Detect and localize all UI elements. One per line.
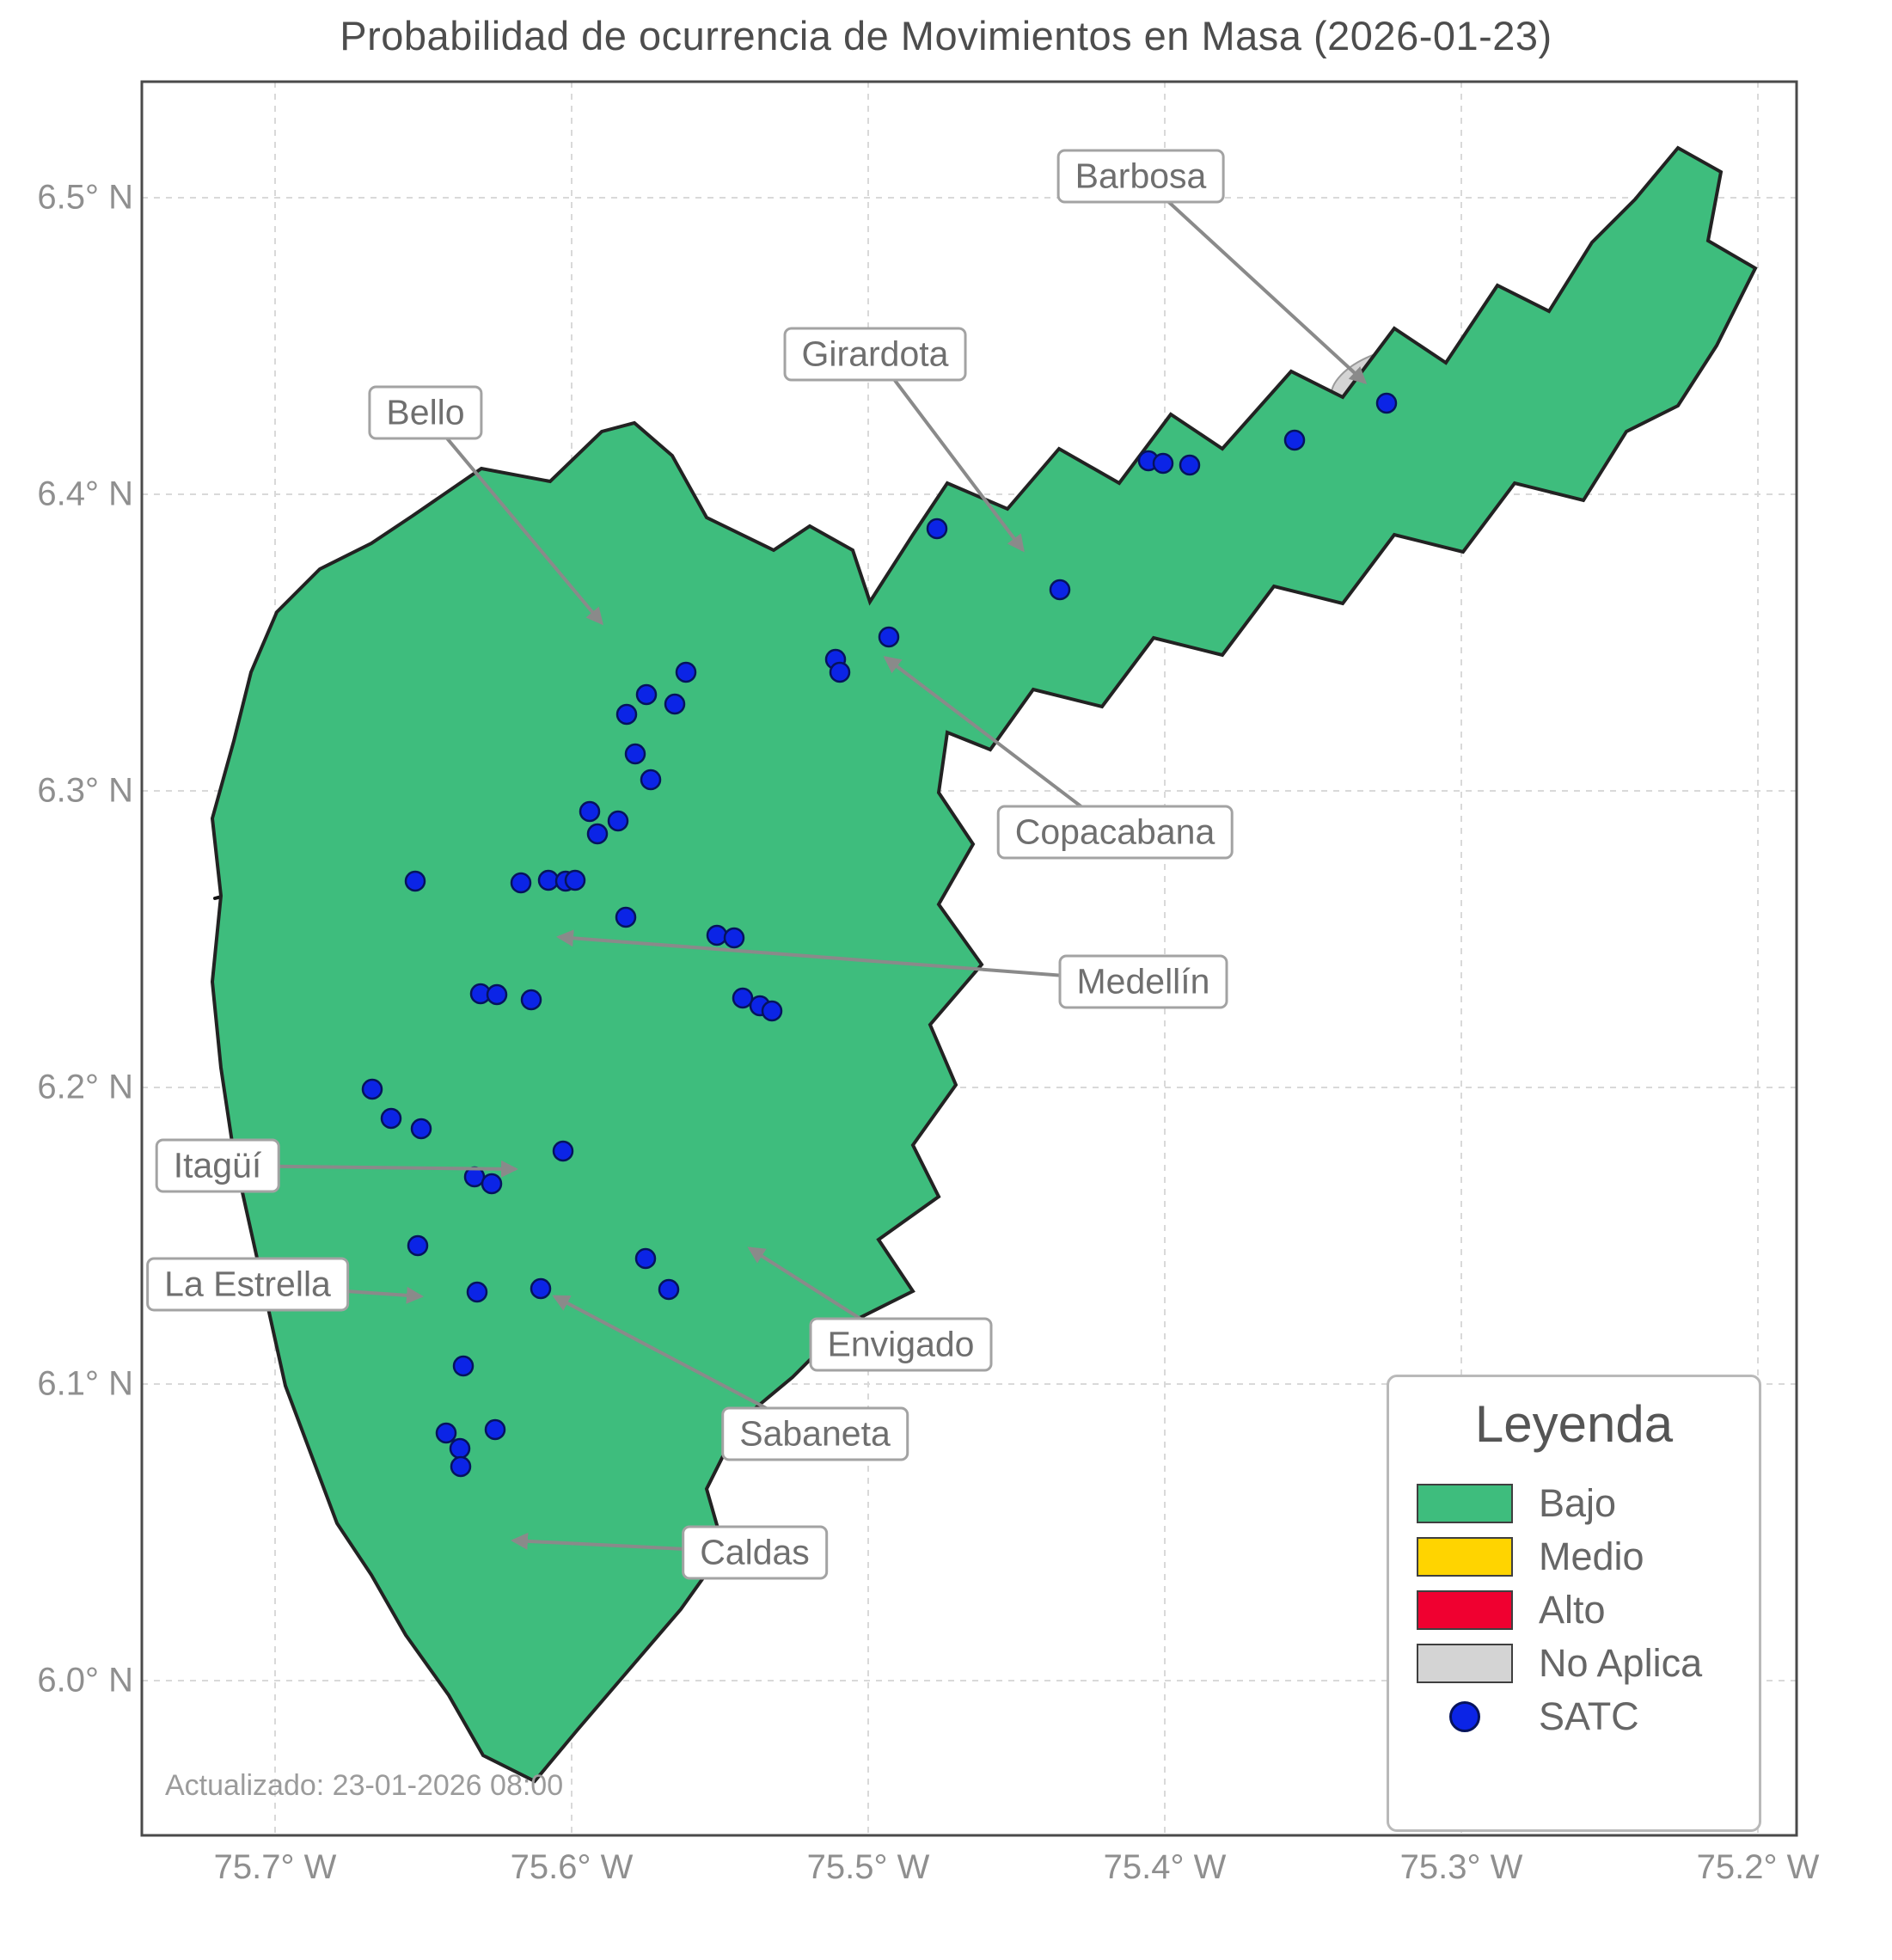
satc-point bbox=[723, 927, 745, 949]
satc-point bbox=[530, 1277, 552, 1300]
y-tick-label: 6.2° N bbox=[37, 1068, 133, 1106]
satc-point bbox=[640, 769, 662, 791]
municipality-label-medellin: Medellín bbox=[1058, 954, 1228, 1009]
satc-point bbox=[404, 870, 426, 892]
legend-item-satc: SATC bbox=[1417, 1694, 1731, 1739]
satc-point bbox=[1049, 579, 1071, 601]
annotation-arrow bbox=[556, 929, 1144, 983]
updated-timestamp: Actualizado: 23-01-2026 08:00 bbox=[165, 1769, 564, 1802]
y-tick-label: 6.4° N bbox=[37, 475, 133, 513]
satc-point bbox=[761, 1000, 783, 1022]
legend-swatch bbox=[1417, 1590, 1513, 1630]
satc-point bbox=[634, 1247, 657, 1270]
satc-point bbox=[624, 743, 646, 765]
municipality-label-itagui: Itagüí bbox=[155, 1138, 280, 1193]
legend-swatch bbox=[1417, 1644, 1513, 1683]
legend-item-label: Bajo bbox=[1539, 1481, 1617, 1525]
y-tick-label: 6.5° N bbox=[37, 178, 133, 217]
figure-title: Probabilidad de ocurrencia de Movimiento… bbox=[340, 13, 1552, 58]
legend-swatch bbox=[1417, 1484, 1513, 1523]
legend-item-label: Medio bbox=[1539, 1534, 1644, 1578]
x-tick-label: 75.5° W bbox=[806, 1848, 930, 1886]
y-tick-label: 6.3° N bbox=[37, 771, 133, 810]
annotation-arrow bbox=[1139, 175, 1368, 385]
satc-point bbox=[484, 1418, 506, 1441]
annotation-arrow bbox=[424, 411, 603, 626]
satc-point bbox=[615, 906, 637, 928]
satc-point bbox=[658, 1278, 680, 1301]
municipality-label-caldas: Caldas bbox=[682, 1525, 828, 1580]
municipality-label-la-estrella: La Estrella bbox=[146, 1257, 349, 1312]
legend: Leyenda Bajo Medio Alto No Aplica SATC bbox=[1387, 1375, 1761, 1832]
legend-items: Bajo Medio Alto No Aplica SATC bbox=[1417, 1473, 1731, 1748]
satc-point bbox=[926, 518, 948, 540]
satc-point bbox=[410, 1118, 432, 1140]
x-tick-label: 75.4° W bbox=[1103, 1848, 1227, 1886]
satc-point bbox=[878, 626, 900, 648]
satc-point bbox=[675, 661, 697, 683]
legend-item-no-aplica: No Aplica bbox=[1417, 1641, 1731, 1686]
satc-point bbox=[607, 810, 629, 832]
satc-point bbox=[466, 1281, 488, 1303]
satc-point bbox=[486, 983, 508, 1006]
municipality-label-girardota: Girardota bbox=[783, 327, 967, 382]
x-tick-label: 75.3° W bbox=[1399, 1848, 1523, 1886]
satc-point bbox=[732, 987, 754, 1009]
municipality-label-bello: Bello bbox=[368, 385, 483, 440]
annotation-arrow bbox=[873, 352, 1025, 553]
satc-point bbox=[407, 1234, 429, 1257]
plot-border bbox=[140, 80, 1798, 1837]
y-tick-label: 6.0° N bbox=[37, 1661, 133, 1700]
satc-point bbox=[1179, 454, 1201, 476]
satc-point bbox=[552, 1140, 574, 1162]
municipality-label-sabaneta: Sabaneta bbox=[721, 1406, 909, 1461]
satc-point bbox=[635, 683, 658, 706]
satc-point bbox=[1283, 429, 1306, 451]
legend-item-label: SATC bbox=[1539, 1694, 1639, 1738]
y-tick-label: 6.1° N bbox=[37, 1364, 133, 1403]
satc-point bbox=[586, 823, 609, 845]
legend-swatch bbox=[1417, 1537, 1513, 1577]
x-tick-label: 75.6° W bbox=[510, 1848, 634, 1886]
legend-item-bajo: Bajo bbox=[1417, 1481, 1731, 1526]
satc-point bbox=[579, 800, 601, 823]
satc-point bbox=[361, 1078, 383, 1100]
municipality-label-copacabana: Copacabana bbox=[996, 805, 1234, 860]
satc-point bbox=[450, 1455, 472, 1478]
municipality-label-barbosa: Barbosa bbox=[1056, 149, 1225, 204]
satc-point bbox=[664, 693, 686, 715]
satc-point bbox=[380, 1107, 402, 1130]
satc-point bbox=[706, 924, 728, 946]
satc-point bbox=[564, 869, 586, 891]
x-tick-label: 75.2° W bbox=[1696, 1848, 1820, 1886]
satc-point-layer bbox=[361, 392, 1398, 1478]
annotation-arrow bbox=[883, 656, 1117, 834]
satc-point bbox=[1152, 452, 1174, 475]
satc-point bbox=[615, 703, 638, 726]
satc-point bbox=[449, 1437, 471, 1460]
satc-point bbox=[452, 1355, 475, 1377]
legend-item-label: Alto bbox=[1539, 1588, 1606, 1632]
satc-point bbox=[829, 661, 851, 683]
legend-item-alto: Alto bbox=[1417, 1588, 1731, 1632]
satc-point bbox=[520, 989, 542, 1011]
legend-item-label: No Aplica bbox=[1539, 1641, 1703, 1685]
satc-marker-icon bbox=[1417, 1701, 1513, 1732]
legend-title: Leyenda bbox=[1474, 1395, 1674, 1453]
satc-point bbox=[435, 1422, 457, 1444]
satc-point bbox=[537, 869, 560, 891]
satc-point bbox=[510, 872, 532, 894]
x-tick-label: 75.7° W bbox=[213, 1848, 337, 1886]
legend-item-medio: Medio bbox=[1417, 1534, 1731, 1579]
municipality-label-envigado: Envigado bbox=[809, 1317, 993, 1372]
satc-point bbox=[1375, 392, 1398, 414]
satc-point bbox=[481, 1173, 503, 1195]
